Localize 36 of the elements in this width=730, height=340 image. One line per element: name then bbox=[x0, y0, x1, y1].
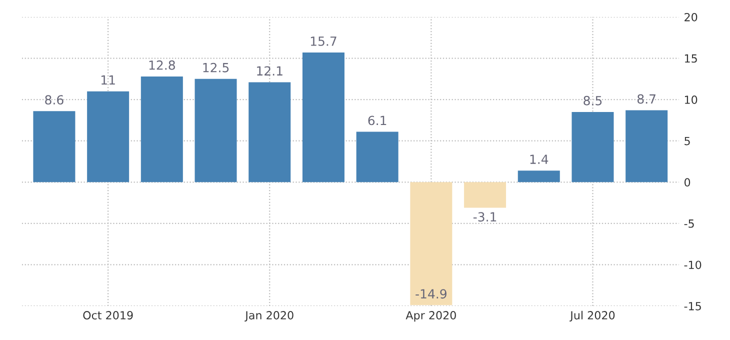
y-tick-label: 0 bbox=[684, 178, 690, 187]
bar bbox=[248, 82, 291, 182]
data-label: -3.1 bbox=[473, 212, 496, 222]
bar bbox=[140, 76, 183, 182]
y-tick-label: -5 bbox=[684, 220, 694, 228]
bar bbox=[410, 182, 452, 306]
data-label: 8.5 bbox=[584, 96, 602, 106]
bar bbox=[87, 91, 130, 182]
data-label: 6.1 bbox=[368, 116, 386, 126]
y-tick-label: 10 bbox=[684, 96, 698, 104]
bar bbox=[464, 182, 506, 208]
x-tick-label: Jul 2020 bbox=[570, 310, 615, 322]
bar bbox=[518, 170, 560, 182]
x-tick-label: Oct 2019 bbox=[83, 311, 133, 320]
bar bbox=[302, 52, 344, 182]
data-label: 12.8 bbox=[149, 60, 175, 70]
bar bbox=[33, 111, 76, 182]
x-tick-label: Jan 2020 bbox=[244, 311, 294, 322]
data-label: 12.5 bbox=[203, 62, 229, 72]
data-label: 11 bbox=[101, 75, 115, 85]
y-tick-label: 20 bbox=[684, 12, 698, 22]
data-label: -14.9 bbox=[416, 289, 446, 299]
data-label: 8.7 bbox=[637, 94, 656, 104]
x-tick-label: Apr 2020 bbox=[406, 311, 456, 322]
data-label: 15.7 bbox=[310, 36, 336, 46]
y-tick-label: -10 bbox=[684, 260, 702, 270]
data-label: 12.1 bbox=[257, 66, 282, 76]
data-label: 1.4 bbox=[530, 154, 548, 164]
data-label: 8.6 bbox=[45, 95, 64, 105]
bar bbox=[626, 110, 668, 182]
bar bbox=[194, 78, 237, 182]
y-tick-label: -15 bbox=[684, 302, 701, 310]
bar bbox=[572, 112, 614, 182]
y-tick-label: 15 bbox=[684, 54, 697, 63]
y-tick-label: 5 bbox=[684, 136, 690, 146]
bar bbox=[356, 132, 398, 182]
